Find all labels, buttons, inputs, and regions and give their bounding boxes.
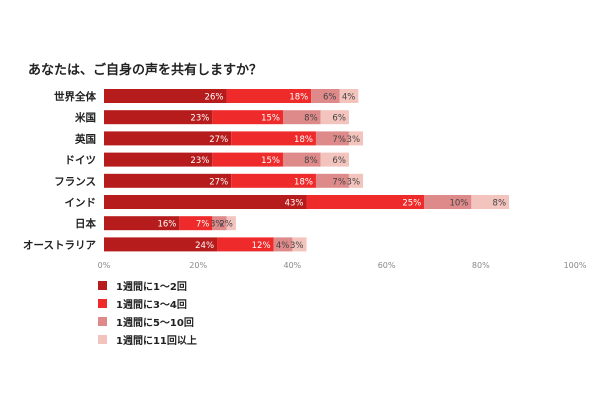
data-label: 7% [332, 135, 346, 145]
bar-segment [217, 237, 274, 252]
data-label: 6% [332, 156, 346, 166]
legend-swatch [98, 281, 107, 290]
data-label: 26% [205, 93, 224, 103]
bar-segment [104, 237, 218, 252]
bar-segment [104, 131, 232, 146]
bar-segment [315, 131, 349, 146]
category-label: 日本 [75, 217, 96, 230]
x-tick-label: 20% [189, 261, 207, 270]
bar-segment [104, 173, 232, 188]
bar-segment [104, 216, 180, 231]
data-label: 25% [402, 199, 421, 209]
bar-segment [424, 195, 472, 209]
data-label: 15% [261, 114, 280, 124]
legend-label: 1週間に1～2回 [116, 282, 187, 293]
bar-segment [104, 152, 213, 167]
legend-label: 1週間に5～10回 [116, 318, 194, 329]
bar-segment [179, 216, 213, 231]
bar-segment [282, 152, 321, 167]
data-label: 18% [294, 177, 313, 187]
data-label: 12% [252, 241, 271, 251]
bar-segment [348, 131, 364, 146]
bar-segment [292, 237, 307, 252]
category-label: ドイツ [65, 155, 97, 167]
bar-segment [315, 173, 349, 188]
bar-segment [104, 89, 227, 103]
data-label: 18% [289, 93, 308, 103]
legend-swatch [98, 317, 107, 326]
bar-segment [231, 173, 316, 188]
data-label: 3% [290, 241, 304, 251]
bar-segment [231, 131, 316, 146]
data-label: 24% [195, 241, 214, 251]
x-tick-label: 80% [472, 261, 490, 270]
x-tick-label: 60% [378, 261, 396, 270]
data-label: 15% [261, 156, 280, 166]
data-label: 27% [209, 177, 228, 187]
data-label: 16% [157, 220, 176, 230]
bar-segment [282, 110, 321, 125]
bar-segment [226, 89, 312, 103]
chart-title: あなたは、ご自身の声を共有しますか？ [28, 63, 263, 78]
bar-segment [339, 89, 359, 103]
data-label: 8% [493, 199, 507, 209]
bar-segment [320, 152, 349, 167]
category-label: 米国 [74, 111, 96, 124]
legend-item: 1週間に11回以上 [98, 333, 197, 347]
data-label: 8% [304, 114, 318, 124]
data-label: 3% [210, 220, 224, 230]
legend-swatch [98, 299, 107, 308]
bar-segment [471, 195, 510, 209]
x-tick-label: 40% [284, 261, 302, 270]
data-label: 23% [190, 114, 209, 124]
bar-segment [306, 195, 425, 209]
bar-segment [104, 195, 307, 209]
chart-legend: 1週間に1～2回 1週間に3～4回 1週間に5～10回 1週間に11回以上 [98, 279, 197, 347]
bar-segment [348, 173, 364, 188]
legend-item: 1週間に1～2回 [98, 279, 197, 293]
data-label: 4% [342, 93, 356, 103]
bar-segment [212, 152, 283, 167]
x-tick-label: 0% [98, 261, 111, 270]
data-label: 2% [219, 220, 233, 230]
category-label: インド [65, 197, 97, 209]
data-label: 3% [347, 135, 361, 145]
data-label: 4% [276, 241, 290, 251]
data-label: 8% [304, 156, 318, 166]
legend-swatch [98, 335, 107, 344]
category-label: 英国 [74, 132, 96, 145]
legend-label: 1週間に11回以上 [116, 336, 197, 347]
category-label: オーストラリア [23, 239, 96, 251]
bar-segment [226, 216, 236, 231]
bar-segment [273, 237, 293, 252]
legend-item: 1週間に5～10回 [98, 315, 197, 329]
bar-segment [104, 110, 213, 125]
data-label: 6% [323, 93, 337, 103]
legend-item: 1週間に3～4回 [98, 297, 197, 311]
legend-label: 1週間に3～4回 [116, 300, 187, 311]
data-label: 7% [332, 177, 346, 187]
data-label: 3% [347, 177, 361, 187]
x-tick-label: 100% [564, 261, 587, 270]
data-label: 43% [285, 199, 304, 209]
data-label: 7% [196, 220, 210, 230]
data-label: 6% [332, 114, 346, 124]
bar-segment [212, 216, 227, 231]
data-label: 23% [190, 156, 209, 166]
data-label: 18% [294, 135, 313, 145]
data-label: 10% [449, 199, 468, 209]
category-label: フランス [54, 176, 96, 188]
bar-segment [311, 89, 340, 103]
category-label: 世界全体 [54, 90, 96, 103]
bar-segment [320, 110, 349, 125]
data-label: 27% [209, 135, 228, 145]
bar-segment [212, 110, 283, 125]
